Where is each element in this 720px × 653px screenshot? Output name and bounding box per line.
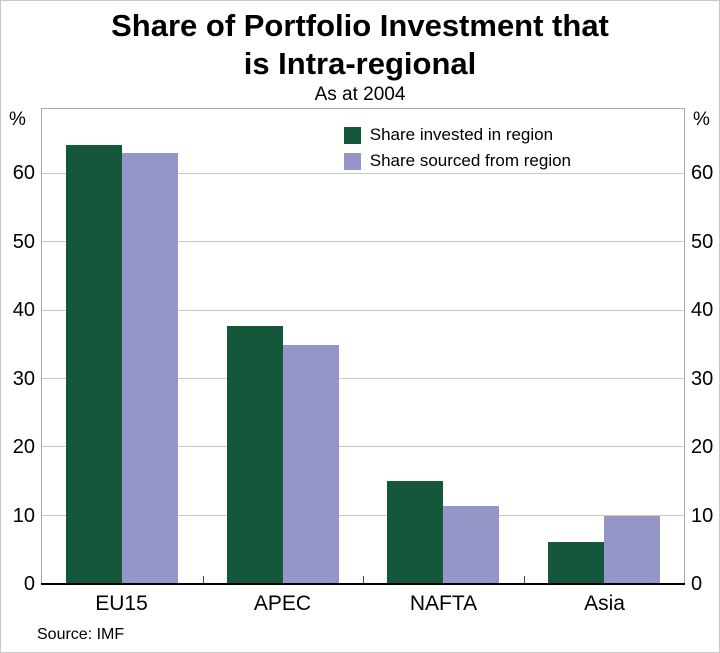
y-tick-label-30: 30: [691, 367, 714, 390]
bars-layer: [42, 109, 684, 584]
bar-apec-sourced: [282, 344, 339, 584]
bar-group-asia: [524, 109, 685, 584]
x-axis-tick: [202, 576, 204, 584]
y-axis-labels-right: 0 10 20 30 40 50 60: [691, 108, 719, 595]
legend-row-sourced: Share sourced from region: [343, 148, 572, 174]
y-tick-label-20: 20: [691, 436, 714, 459]
y-tick-label-60: 60: [12, 162, 35, 185]
bar-asia-invested: [547, 541, 604, 584]
legend-swatch-sourced-icon: [343, 152, 361, 170]
y-tick-label-60: 60: [691, 162, 714, 185]
bar-group-eu15: [42, 109, 203, 584]
gridline-20: [42, 446, 684, 448]
bar-eu15-sourced: [122, 153, 179, 584]
y-axis-labels-left: 0 10 20 30 40 50 60: [1, 108, 35, 595]
legend-swatch-invested-icon: [343, 126, 361, 144]
y-tick-label-10: 10: [691, 504, 714, 527]
x-axis-line: [41, 583, 685, 585]
x-category-label-asia: Asia: [584, 592, 625, 615]
y-tick-label-20: 20: [12, 436, 35, 459]
y-tick-label-50: 50: [691, 230, 714, 253]
y-tick-label-40: 40: [691, 299, 714, 322]
y-tick-label-10: 10: [12, 504, 35, 527]
chart-title: Share of Portfolio Investment that is Int…: [1, 7, 719, 83]
legend: Share invested in region Share sourced f…: [343, 122, 572, 174]
x-category-label-apec: APEC: [253, 592, 312, 615]
plot-area: Share invested in region Share sourced f…: [41, 108, 685, 585]
y-tick-label-30: 30: [12, 367, 35, 390]
bar-group-apec: [203, 109, 364, 584]
source-note: Source: IMF: [37, 626, 125, 643]
chart-subtitle: As at 2004: [314, 84, 406, 105]
bar-nafta-sourced: [443, 506, 500, 584]
y-axis-unit-left: %: [9, 109, 26, 130]
legend-label-invested: Share invested in region: [369, 125, 554, 144]
gridline-10: [42, 514, 684, 516]
x-axis-labels: EU15 APEC NAFTA Asia: [41, 591, 685, 617]
bar-group-nafta: [363, 109, 524, 584]
legend-row-invested: Share invested in region: [343, 122, 571, 148]
y-axis-unit-right: %: [693, 109, 710, 130]
y-tick-label-50: 50: [12, 230, 35, 253]
x-axis-tick: [523, 576, 525, 584]
x-axis-tick: [363, 576, 364, 584]
bar-eu15-invested: [66, 144, 123, 584]
bar-asia-sourced: [603, 516, 660, 584]
x-category-label-eu15: EU15: [95, 592, 148, 615]
gridline-60: [42, 172, 684, 174]
chart-title-line-1: Share of Portfolio Investment that: [111, 8, 609, 43]
gridline-50: [42, 241, 684, 243]
chart-title-line-2: is Intra-regional: [243, 46, 477, 81]
gridline-30: [42, 377, 684, 379]
y-tick-label-0: 0: [23, 573, 35, 595]
y-tick-label-0: 0: [691, 573, 703, 595]
x-category-label-nafta: NAFTA: [409, 592, 478, 615]
legend-label-sourced: Share sourced from region: [369, 151, 572, 170]
y-tick-label-40: 40: [12, 299, 35, 322]
bar-apec-invested: [226, 325, 283, 584]
bar-nafta-invested: [387, 480, 444, 584]
gridline-40: [42, 309, 684, 311]
